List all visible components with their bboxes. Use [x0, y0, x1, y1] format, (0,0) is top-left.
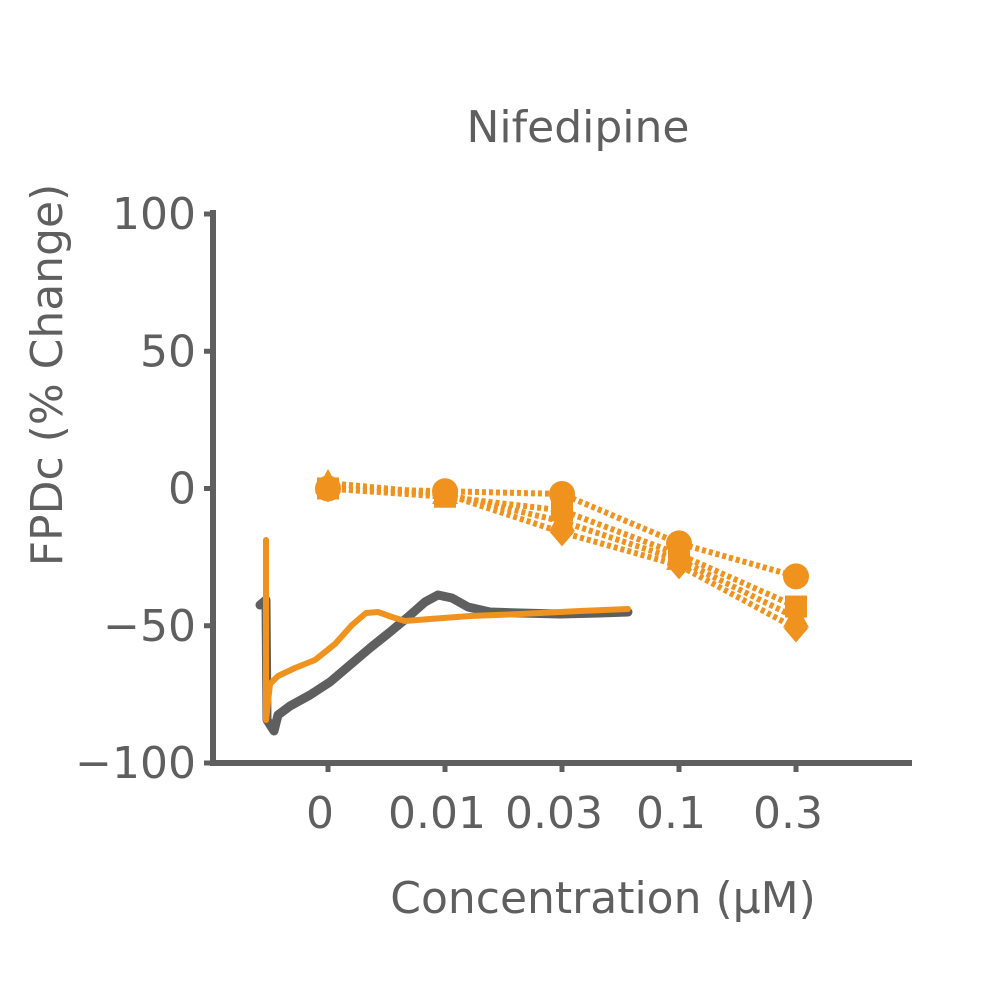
- y-tick-label: −50: [103, 601, 196, 652]
- data-point-diamond: [433, 479, 457, 508]
- chart-title: Nifedipine: [467, 102, 690, 153]
- x-tick-label: 0.1: [636, 788, 706, 839]
- series-group: [315, 469, 809, 643]
- x-tick-label: 0.03: [505, 788, 603, 839]
- x-tick-label: 0: [306, 788, 334, 839]
- y-tick-label: 100: [112, 189, 196, 240]
- x-axis: 0 0.01 0.03 0.1 0.3: [210, 760, 912, 839]
- y-tick-group: 100 50 0 −50 −100: [75, 189, 213, 789]
- y-tick-label: 50: [140, 326, 196, 377]
- data-point-diamond: [667, 551, 691, 580]
- y-tick-label: −100: [75, 738, 196, 789]
- x-tick-group: 0 0.01 0.03 0.1 0.3: [306, 763, 823, 839]
- inset-trace: [255, 537, 633, 736]
- trace-orange-line: [263, 537, 631, 723]
- data-point-diamond: [550, 518, 574, 547]
- data-point-diamond: [784, 614, 808, 643]
- data-point-circle: [783, 563, 809, 590]
- y-tick-label: 0: [168, 464, 196, 515]
- x-axis-label: Concentration (µM): [390, 873, 816, 924]
- y-axis-label: FPDc (% Change): [22, 184, 73, 567]
- x-tick-label: 0.01: [388, 788, 486, 839]
- x-tick-label: 0.3: [753, 788, 823, 839]
- y-axis: 100 50 0 −50 −100: [75, 189, 216, 789]
- data-point-diamond: [316, 474, 340, 503]
- series-diamond: [316, 474, 808, 643]
